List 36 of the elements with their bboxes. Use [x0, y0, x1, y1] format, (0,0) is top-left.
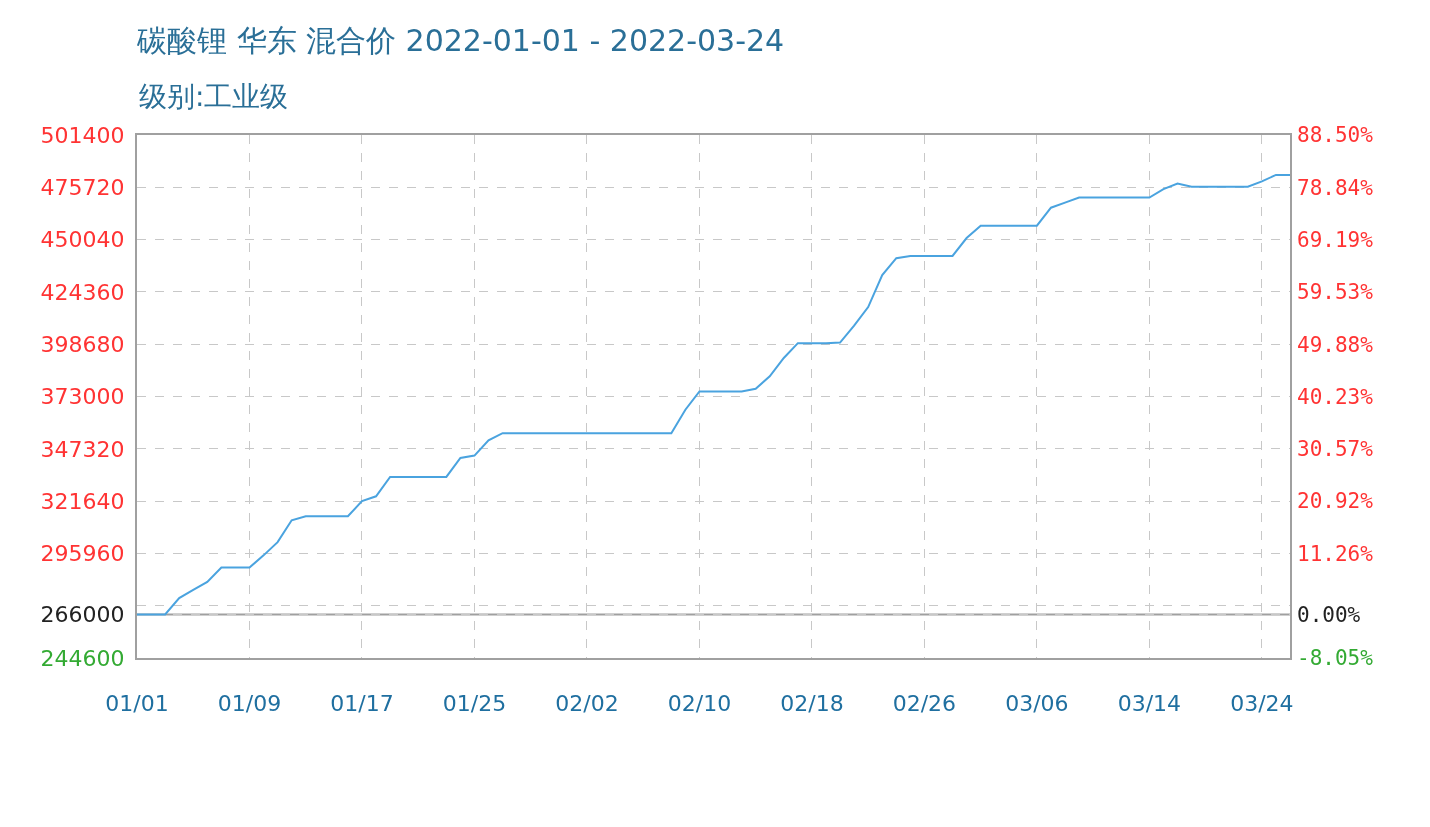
y2-tick-label: 88.50%: [1297, 123, 1374, 148]
y2-tick-label: 59.53%: [1297, 280, 1374, 305]
y-tick-label: 244600: [40, 645, 125, 671]
y-tick-label: 424360: [40, 279, 125, 305]
x-tick-label: 01/17: [330, 691, 394, 717]
y-tick-label: 373000: [40, 384, 125, 410]
y2-tick-label: 20.92%: [1297, 489, 1374, 514]
x-tick-label: 03/06: [1005, 691, 1069, 717]
x-tick-label: 01/01: [105, 691, 169, 717]
x-tick-label: 02/02: [555, 691, 619, 717]
y2-tick-label: -8.05%: [1297, 646, 1374, 671]
y-tick-label: 347320: [40, 436, 125, 462]
y-tick-label: 321640: [40, 488, 125, 514]
x-tick-label: 02/10: [667, 691, 732, 717]
y2-tick-label: 69.19%: [1297, 227, 1374, 252]
chart-subtitle: 级别:工业级: [139, 80, 289, 113]
y2-tick-label: 49.88%: [1297, 332, 1374, 357]
x-tick-label: 03/24: [1230, 691, 1294, 717]
y-tick-label: 475720: [40, 175, 125, 200]
y-tick-label: 266000: [40, 602, 125, 628]
x-tick-label: 03/14: [1117, 691, 1182, 717]
y2-tick-label: 78.84%: [1297, 175, 1374, 200]
chart-title: 碳酸锂 华东 混合价 2022-01-01 - 2022-03-24: [136, 22, 785, 58]
y-tick-label: 398680: [40, 331, 125, 357]
y-tick-label: 450040: [40, 227, 125, 253]
x-tick-label: 01/25: [442, 691, 507, 717]
line-series: [137, 173, 1290, 616]
x-tick-label: 01/09: [217, 691, 282, 717]
x-tick-label: 02/18: [780, 691, 844, 717]
y2-tick-label: 11.26%: [1297, 541, 1374, 566]
y2-tick-label: 40.23%: [1297, 384, 1374, 409]
y-tick-label: 295960: [40, 541, 125, 567]
y-tick-label: 501400: [40, 122, 125, 148]
y2-tick-label: 30.57%: [1297, 437, 1374, 462]
y2-tick-label: 0.00%: [1297, 602, 1361, 627]
x-tick-label: 02/26: [892, 691, 957, 717]
